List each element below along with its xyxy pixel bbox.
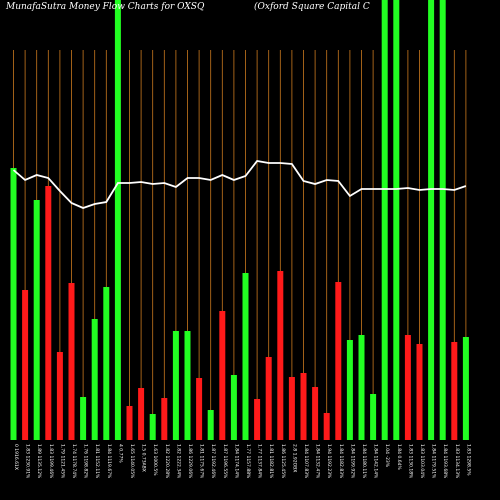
money-flow-bar <box>242 273 249 440</box>
x-tick-label: 1.82 1222.34% <box>175 444 181 479</box>
x-tick-label: 1.81 1175.67% <box>199 444 205 479</box>
money-flow-bar <box>404 335 411 440</box>
x-tick-label: 2.8 1.92OBX <box>291 444 297 472</box>
x-tick-label: 1.84 1132.47% <box>315 444 321 479</box>
x-tick-label: 1.94 1192.23% <box>326 444 332 479</box>
x-tick-label: 1.84 1107.83% <box>303 444 309 479</box>
money-flow-bar <box>161 398 168 440</box>
money-flow-bar <box>346 340 353 440</box>
money-flow-bar <box>312 387 319 440</box>
x-tick-label: 1.84 1179.51% <box>431 444 437 479</box>
money-flow-bar <box>149 414 156 440</box>
money-flow-bar <box>91 319 98 440</box>
x-tick-label: 1.77 1157.88% <box>245 444 251 479</box>
money-flow-bar <box>335 282 342 440</box>
x-tick-label: 1.82 1220.28% <box>164 444 170 479</box>
money-flow-bar <box>428 0 435 440</box>
x-tick-label: 1.86 1125.45% <box>280 444 286 479</box>
x-tick-label: 1.84 1142.14% <box>373 444 379 479</box>
x-tick-label: 1.83 1230.91% <box>25 444 31 479</box>
money-flow-bar <box>10 168 17 440</box>
money-flow-bar <box>80 397 87 440</box>
x-tick-label: 1.77 1137.84% <box>257 444 263 479</box>
money-flow-bar <box>254 399 261 440</box>
money-flow-bar <box>358 335 365 440</box>
x-tick-label: 1.63 1000.5% <box>152 444 158 476</box>
money-flow-bar <box>277 271 284 440</box>
x-tick-label: 1.84 1193.68% <box>442 444 448 479</box>
x-tick-label: 1.76 1198.82% <box>83 444 89 479</box>
x-tick-label: 1.84 0.64% <box>396 444 402 470</box>
money-flow-bar <box>288 377 295 440</box>
x-tick-label: 1.87 1192.46% <box>210 444 216 479</box>
x-tick-label: 1.84 1119.67% <box>106 444 112 479</box>
money-flow-bar <box>207 410 214 440</box>
x-tick-label: 1.84 1180.11% <box>361 444 367 479</box>
x-tick-label: 1.84 1182.83% <box>338 444 344 479</box>
x-tick-label: 1.79 1121.45% <box>59 444 65 479</box>
money-flow-bar <box>68 283 75 440</box>
money-flow-bar <box>451 342 458 440</box>
money-flow-bar <box>381 0 388 440</box>
money-flow-bar <box>219 311 226 440</box>
x-tick-label: 1.87 1196.55% <box>222 444 228 479</box>
x-tick-label: 1.74 1178.74% <box>71 444 77 479</box>
money-flow-bar <box>22 290 29 440</box>
x-axis-tick-labels: 0 1916.61X 1.83 1230.91% 1.89 1135.12% 1.83… <box>13 444 471 479</box>
x-tick-label: 0 1916.61X <box>13 444 19 470</box>
x-tick-label: 1.83 1130.18% <box>407 444 413 479</box>
x-tick-label: 1.04 -23% <box>384 444 390 468</box>
x-tick-label: 1.5 0.73ABX <box>141 444 147 472</box>
x-tick-label: 1.83 1199.46% <box>48 444 54 479</box>
money-flow-bar <box>126 406 133 440</box>
money-flow-bar <box>172 331 179 440</box>
money-flow-bar <box>230 375 237 440</box>
chart-bars <box>10 0 469 440</box>
money-flow-bar <box>184 331 191 440</box>
money-flow-bar <box>196 378 203 440</box>
money-flow-bar <box>33 200 40 440</box>
x-tick-label: 1.89 1135.12% <box>36 444 42 479</box>
money-flow-bar <box>462 337 469 440</box>
x-tick-label: 1.84 1199.92% <box>349 444 355 479</box>
money-flow-bar <box>393 0 400 440</box>
money-flow-bar <box>103 287 110 440</box>
price-line <box>12 160 467 209</box>
x-tick-label: 4 0.77% <box>117 444 123 463</box>
x-tick-label: 1.65 1140.05% <box>129 444 135 479</box>
money-flow-bar <box>416 344 423 440</box>
money-flow-bar <box>265 357 272 440</box>
x-tick-label: 1.86 1229.06% <box>187 444 193 479</box>
money-flow-bar <box>45 186 52 440</box>
chart-title-right: (Oxford Square Capital C <box>254 1 370 12</box>
money-flow-bar <box>300 373 307 440</box>
x-tick-label: 1.81 1152.11% <box>94 444 100 479</box>
x-tick-label: 1.83 1134.13% <box>454 444 460 479</box>
money-flow-bar <box>439 0 446 440</box>
money-flow-bar <box>138 388 145 440</box>
money-flow-bar <box>323 413 330 440</box>
x-tick-label: 1.84 1174.14% <box>233 444 239 479</box>
money-flow-bar <box>56 352 63 440</box>
money-flow-bar <box>370 394 377 440</box>
x-tick-label: 1.83 1103.04% <box>419 444 425 479</box>
chart-title-left: MunafaSutra Money Flow Charts for OXSQ <box>5 2 205 12</box>
money-flow-bar <box>114 0 121 440</box>
x-tick-label: 1.81 1182.81% <box>268 444 274 479</box>
x-tick-label: 1.83 1298.5% <box>465 444 471 476</box>
